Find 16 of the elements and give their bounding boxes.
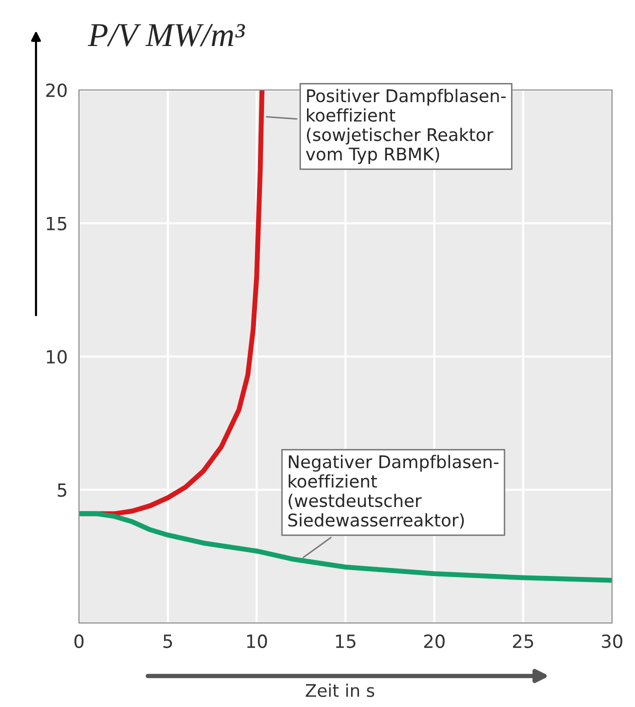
x-tick-label: 5 [163, 634, 172, 648]
x-tick-label: 25 [513, 634, 534, 648]
y-tick-label: 10 [46, 350, 67, 364]
y-axis-title: P/V MW/m³ [88, 24, 246, 47]
x-tick-label: 0 [74, 634, 84, 648]
y-tick-label: 5 [58, 483, 66, 497]
x-axis-title: Zeit in s [306, 684, 374, 698]
x-tick-label: 20 [424, 634, 445, 648]
x-tick-label: 30 [602, 634, 622, 648]
x-tick-label: 15 [336, 634, 356, 648]
x-tick-label: 10 [247, 634, 267, 648]
annotation: Positiver Dampfblasen- koeffizient (sowjetischer Reaktor vom Typ RBMK) [306, 88, 506, 164]
y-tick-label: 20 [46, 83, 67, 98]
y-tick-label: 15 [46, 216, 66, 230]
line-series [79, 511, 612, 583]
annotation: Negativer Dampfblasen- koeffizient (westdeutscher Siedewasserreaktor) [288, 454, 498, 529]
